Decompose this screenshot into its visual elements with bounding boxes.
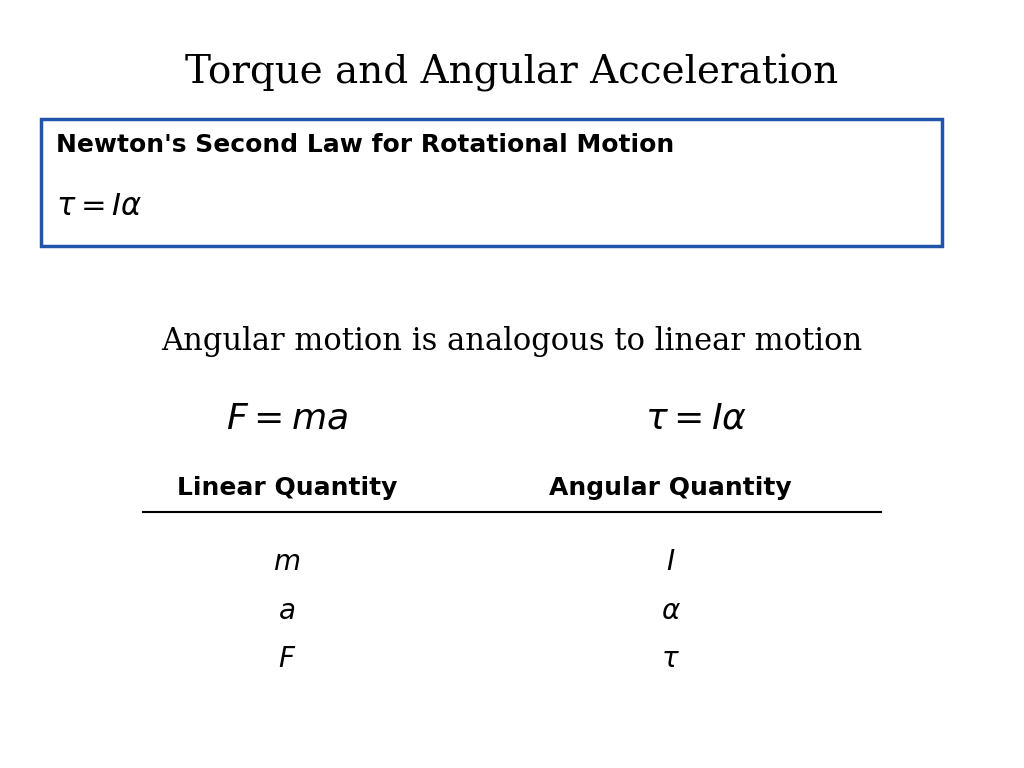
Text: $F = ma$: $F = ma$: [225, 402, 348, 435]
Text: $m$: $m$: [273, 548, 300, 576]
Text: Newton's Second Law for Rotational Motion: Newton's Second Law for Rotational Motio…: [56, 133, 675, 157]
Text: $\tau = I\alpha$: $\tau = I\alpha$: [645, 402, 748, 435]
Text: $\tau$: $\tau$: [662, 645, 680, 673]
Text: $F$: $F$: [278, 645, 296, 673]
Text: $a$: $a$: [279, 597, 295, 624]
Text: Angular motion is analogous to linear motion: Angular motion is analogous to linear mo…: [162, 326, 862, 357]
Text: Linear Quantity: Linear Quantity: [176, 475, 397, 500]
Text: $\alpha$: $\alpha$: [660, 597, 681, 624]
FancyBboxPatch shape: [41, 119, 942, 246]
Text: Angular Quantity: Angular Quantity: [550, 475, 792, 500]
Text: $I$: $I$: [666, 548, 676, 576]
Text: Torque and Angular Acceleration: Torque and Angular Acceleration: [185, 54, 839, 91]
Text: $\tau = I\alpha$: $\tau = I\alpha$: [56, 192, 142, 221]
